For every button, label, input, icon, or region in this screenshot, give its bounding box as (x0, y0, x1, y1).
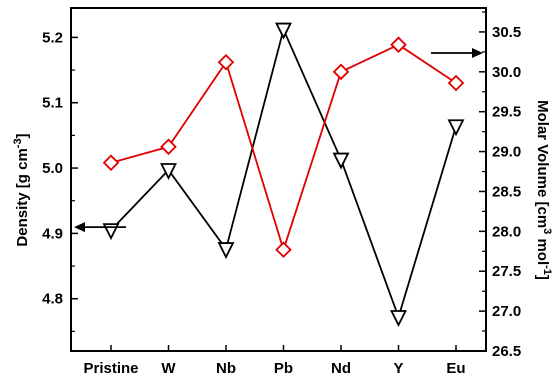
y-axis-title-left: Density [g cm-3] (12, 133, 31, 246)
y-right-tick-label: 28.5 (492, 183, 521, 200)
series-0-point-w (160, 163, 177, 181)
x-tick-label-w: W (161, 360, 176, 377)
y-left-tick-label: 5.2 (42, 29, 63, 46)
y-axis-title-left-close: ] (14, 133, 31, 138)
y-right-tick-label: 29.0 (492, 144, 521, 161)
series-0-point-nb (217, 242, 235, 260)
x-tick-label-nd: Nd (331, 360, 351, 377)
y-axis-title-left-sup: -3 (12, 138, 24, 148)
series-lines (110, 26, 457, 320)
y-left-tick-label: 5.1 (42, 95, 63, 112)
y-right-tick-label: 30.5 (492, 24, 521, 41)
series-0-point-eu (447, 119, 465, 137)
annotations (74, 47, 483, 233)
y-left-tick-label: 4.8 (42, 291, 63, 308)
y-axis-title-right-sup1: 3 (541, 228, 553, 234)
series-1-point-pb (275, 241, 292, 258)
y-axis-title-right-close: ] (534, 275, 551, 280)
y-axis-title-right-text: Molar Volume [cm (534, 100, 551, 228)
y-right-tick-label: 29.5 (492, 104, 521, 121)
x-tick-label-nb: Nb (216, 360, 236, 377)
series-0-point-y (390, 310, 407, 328)
series-0-point-nd (332, 152, 350, 170)
arrow-right-head (472, 47, 483, 58)
series-1-point-pristine (102, 154, 120, 172)
x-tick-label-pb: Pb (274, 360, 293, 377)
series-1-point-nb (217, 53, 235, 71)
y-axis-title-right: Molar Volume [cm3 mol-1] (534, 100, 553, 280)
y-right-tick-label: 27.0 (492, 303, 521, 320)
plot-frame (70, 7, 487, 352)
y-right-tick-label: 30.0 (492, 64, 521, 81)
series-0-point-pb (275, 22, 292, 40)
x-tick-label-pristine: Pristine (83, 360, 138, 377)
y-left-tick-label: 4.9 (42, 225, 63, 242)
series-1-point-y (390, 36, 407, 53)
x-tick-label-y: Y (393, 360, 403, 377)
y-right-tick-label: 26.5 (492, 343, 521, 360)
series-1-point-nd (332, 63, 350, 81)
series-line-0 (110, 26, 457, 320)
y-axis-title-left-text: Density [g cm (14, 148, 31, 246)
y-right-tick-label: 27.5 (492, 263, 521, 280)
x-tick-label-eu: Eu (446, 360, 465, 377)
y-axis-title-right-sup2: -1 (541, 265, 553, 275)
axis-ticks (71, 11, 486, 352)
arrow-left-head (74, 222, 85, 233)
plot-border (70, 7, 487, 352)
series-1-point-eu (447, 74, 465, 92)
y-right-tick-label: 28.0 (492, 223, 521, 240)
series-1-point-w (160, 138, 177, 156)
y-left-tick-label: 5.0 (42, 160, 63, 177)
tick-labels: Pristine W Nb Pb Nd Y Eu 4.8 4.9 5.0 5.1 5.2 26.5 27.… (42, 24, 521, 377)
series-markers (102, 22, 465, 328)
y-axis-title-right-mid: mol (534, 234, 551, 265)
